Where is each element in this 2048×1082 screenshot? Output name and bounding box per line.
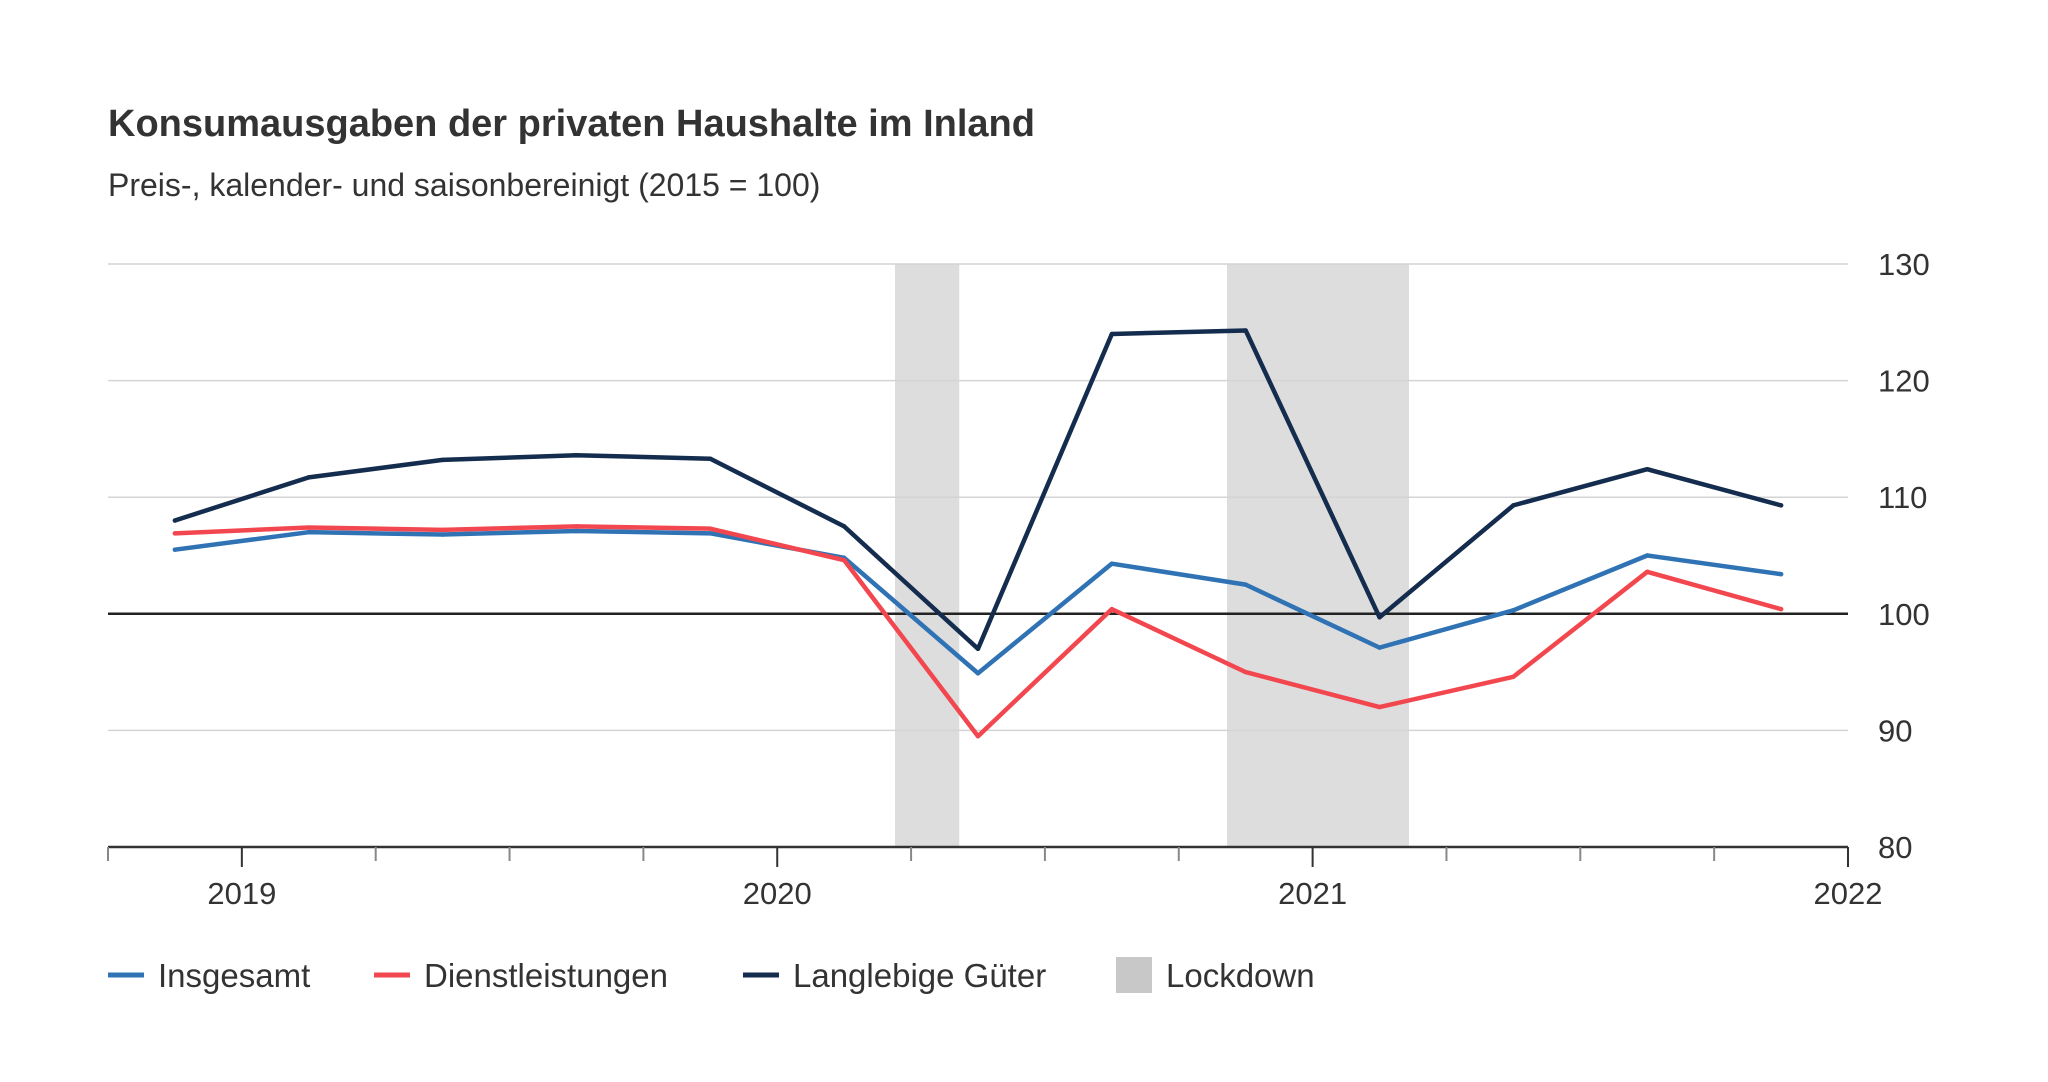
data-point-dienstleistungen xyxy=(1645,569,1650,575)
data-point-insgesamt xyxy=(1243,582,1248,587)
legend-label-lockdown: Lockdown xyxy=(1166,957,1315,994)
data-point-dienstleistungen xyxy=(306,525,311,530)
data-point-langlebige-güter xyxy=(1109,331,1115,337)
lockdown-shading-layer xyxy=(895,264,1409,847)
data-point-dienstleistungen xyxy=(172,531,178,536)
chart-title: Konsumausgaben der privaten Haushalte im… xyxy=(108,103,1035,145)
data-point-dienstleistungen xyxy=(574,524,579,529)
data-point-insgesamt xyxy=(1778,571,1784,577)
data-point-langlebige-güter xyxy=(708,456,713,461)
grid-layer: 80 90 100 110 120 130 xyxy=(108,247,1930,865)
x-tick-label-2022: 2022 xyxy=(1814,876,1883,911)
lockdown-band-2 xyxy=(1226,264,1409,847)
data-point-langlebige-güter xyxy=(1778,503,1784,508)
data-point-dienstleistungen xyxy=(841,557,847,563)
y-tick-label-110: 110 xyxy=(1878,480,1927,515)
data-point-dienstleistungen xyxy=(1511,674,1516,679)
legend-label-dienstleistungen: Dienstleistungen xyxy=(424,957,668,994)
data-point-insgesamt xyxy=(1511,608,1516,613)
series-layer xyxy=(172,328,1784,739)
legend-item-insgesamt: Insgesamt xyxy=(108,957,310,994)
data-point-dienstleistungen xyxy=(1109,606,1115,612)
x-tick-label-2021: 2021 xyxy=(1278,876,1347,911)
legend-label-langlebige-güter: Langlebige Güter xyxy=(793,957,1046,994)
y-tick-label-90: 90 xyxy=(1878,713,1912,748)
data-point-langlebige-güter xyxy=(1645,467,1650,472)
lockdown-band-1 xyxy=(895,264,960,847)
chart-subtitle: Preis-, kalender- und saisonbereinigt (2… xyxy=(108,167,820,203)
y-tick-label-80: 80 xyxy=(1878,830,1912,865)
data-point-langlebige-güter xyxy=(440,457,445,463)
data-point-insgesamt xyxy=(440,532,445,537)
y-tick-label-120: 120 xyxy=(1878,364,1930,399)
data-point-langlebige-güter xyxy=(574,453,579,458)
series-line-dienstleistungen xyxy=(172,524,1784,739)
data-point-dienstleistungen xyxy=(975,734,981,739)
data-point-insgesamt xyxy=(975,671,981,676)
data-point-insgesamt xyxy=(306,529,311,535)
data-point-langlebige-güter xyxy=(975,646,981,651)
axis-layer: 2019 2020 2021 2022 xyxy=(107,845,1883,911)
data-point-langlebige-güter xyxy=(1243,328,1248,333)
x-tick-label-2020: 2020 xyxy=(743,876,812,911)
data-point-insgesamt xyxy=(1377,645,1382,650)
data-point-insgesamt xyxy=(574,528,579,534)
legend-label-insgesamt: Insgesamt xyxy=(158,957,310,994)
data-point-langlebige-güter xyxy=(841,524,847,529)
data-point-langlebige-güter xyxy=(306,475,311,480)
data-point-insgesamt xyxy=(1645,553,1650,558)
data-point-dienstleistungen xyxy=(1377,704,1382,710)
data-point-dienstleistungen xyxy=(440,527,445,533)
legend-item-langlebige-güter: Langlebige Güter xyxy=(743,957,1046,994)
legend-item-dienstleistungen: Dienstleistungen xyxy=(374,957,668,994)
data-point-langlebige-güter xyxy=(1377,615,1382,620)
data-point-insgesamt xyxy=(172,547,178,552)
data-point-langlebige-güter xyxy=(1511,503,1516,508)
x-tick-label-2019: 2019 xyxy=(207,876,276,911)
data-point-insgesamt xyxy=(1109,561,1115,566)
y-tick-label-100: 100 xyxy=(1878,597,1930,632)
data-point-dienstleistungen xyxy=(708,526,713,531)
data-point-dienstleistungen xyxy=(1243,669,1248,675)
data-point-langlebige-güter xyxy=(172,518,178,523)
legend: Insgesamt Dienstleistungen Langlebige Güte… xyxy=(108,957,1315,994)
legend-item-lockdown: Lockdown xyxy=(1116,957,1315,994)
data-point-dienstleistungen xyxy=(1778,606,1784,612)
legend-swatch-lockdown xyxy=(1116,957,1152,993)
y-tick-label-130: 130 xyxy=(1878,247,1930,282)
data-point-insgesamt xyxy=(708,531,713,536)
series-line-insgesamt xyxy=(172,528,1784,676)
